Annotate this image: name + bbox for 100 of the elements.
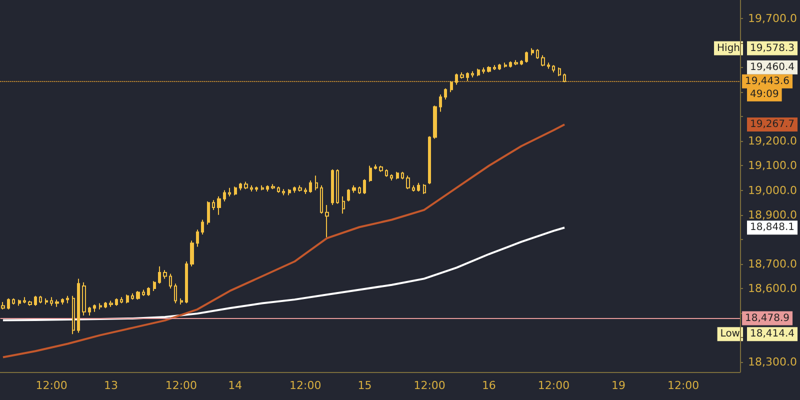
candlestick bbox=[180, 298, 183, 305]
candlestick bbox=[55, 299, 59, 308]
y-tick-label: 18,300.0 bbox=[748, 356, 797, 369]
text: 19,578.3 bbox=[750, 42, 795, 54]
candlestick bbox=[423, 184, 426, 194]
candlestick bbox=[563, 73, 566, 83]
candlestick bbox=[433, 105, 437, 140]
candlestick bbox=[304, 187, 307, 194]
annotation: Low bbox=[720, 328, 740, 340]
candlestick bbox=[147, 286, 150, 296]
candlestick bbox=[466, 72, 469, 82]
candlestick bbox=[482, 67, 485, 74]
candlestick bbox=[450, 80, 453, 93]
candlestick bbox=[525, 51, 528, 64]
candlestick bbox=[487, 66, 491, 73]
candlestick bbox=[45, 298, 48, 305]
candlestick bbox=[520, 60, 523, 66]
candlestick bbox=[288, 188, 291, 196]
candlestick bbox=[493, 64, 496, 70]
candlestick bbox=[207, 200, 210, 226]
x-tick-label: 19 bbox=[612, 379, 626, 392]
x-tick-label: 14 bbox=[228, 379, 242, 392]
candlestick bbox=[309, 180, 312, 194]
candlestick bbox=[444, 88, 447, 100]
y-tick-label: 18,700.0 bbox=[748, 257, 797, 270]
candlestick bbox=[504, 62, 507, 68]
candlestick bbox=[261, 184, 264, 191]
candlestick bbox=[536, 48, 539, 60]
candlestick bbox=[131, 292, 134, 300]
y-tick-label: 19,100.0 bbox=[748, 159, 797, 172]
y-tick-label: 18,600.0 bbox=[748, 282, 797, 296]
candlestick bbox=[109, 300, 113, 308]
candlestick bbox=[325, 204, 329, 238]
candlestick bbox=[217, 196, 221, 216]
candlestick bbox=[298, 184, 302, 192]
candlestick bbox=[401, 171, 404, 180]
candlestick bbox=[93, 304, 96, 312]
candlestick bbox=[201, 219, 204, 235]
candlestick bbox=[347, 188, 350, 202]
candlestick bbox=[234, 186, 237, 196]
candlestick bbox=[390, 174, 393, 181]
candlestick bbox=[293, 186, 296, 194]
candlestick bbox=[77, 278, 80, 334]
line-series bbox=[2, 123, 566, 358]
x-tick-label: 12:00 bbox=[667, 379, 700, 392]
candlestick bbox=[82, 282, 86, 316]
candlestick bbox=[336, 168, 339, 204]
candlestick bbox=[196, 229, 199, 248]
candlestick bbox=[18, 299, 21, 306]
candlestick bbox=[163, 270, 167, 280]
candlestick bbox=[552, 64, 555, 73]
annotation: High bbox=[717, 42, 740, 54]
candlestick bbox=[39, 295, 42, 304]
y-tick-label: 19,700.0 bbox=[748, 12, 797, 25]
candlestick bbox=[7, 298, 10, 310]
candlestick bbox=[142, 289, 145, 296]
candlestick bbox=[244, 181, 248, 190]
candlestick bbox=[271, 184, 275, 190]
text: 18,414.4 bbox=[750, 328, 795, 340]
candlestick bbox=[396, 171, 399, 180]
candlestick bbox=[531, 48, 534, 56]
ref-line-label: 18,478.9 bbox=[745, 312, 790, 324]
candlestick bbox=[509, 60, 512, 68]
candlestick bbox=[12, 298, 15, 305]
x-tick-label: 15 bbox=[358, 379, 372, 392]
y-tick-label: 19,200.0 bbox=[748, 134, 797, 148]
x-tick-label: 12:00 bbox=[165, 379, 198, 392]
candlestick bbox=[266, 184, 269, 192]
line-series bbox=[2, 226, 566, 322]
candlestick bbox=[379, 165, 383, 172]
candlestick bbox=[99, 302, 102, 310]
candlestick bbox=[428, 136, 431, 185]
candlestick bbox=[185, 261, 188, 304]
candlestick bbox=[417, 182, 420, 192]
candlestick bbox=[320, 184, 323, 214]
candlestick bbox=[239, 182, 242, 191]
candlestick bbox=[342, 196, 345, 214]
candlestick bbox=[120, 296, 123, 304]
candlestick bbox=[1, 302, 5, 310]
candlestick bbox=[34, 295, 37, 306]
candlestick bbox=[174, 283, 177, 304]
text: 19,460.4 bbox=[750, 62, 795, 73]
candlestick bbox=[315, 175, 318, 191]
candlestick bbox=[358, 186, 361, 194]
y-tick-label: 19,000.0 bbox=[748, 184, 797, 197]
candlestick bbox=[228, 187, 231, 197]
text: 18,848.1 bbox=[750, 222, 795, 234]
candlestick bbox=[223, 190, 226, 202]
x-tick-label: 12:00 bbox=[290, 379, 322, 392]
candlestick bbox=[498, 63, 501, 70]
candlestick bbox=[477, 68, 480, 77]
candlestick bbox=[255, 186, 258, 192]
candlestick bbox=[412, 184, 415, 192]
candlestick bbox=[352, 184, 356, 194]
candlestick bbox=[61, 298, 64, 305]
candlestick bbox=[439, 94, 442, 112]
ref-line-label: 19,443.6 bbox=[745, 76, 790, 87]
candlestick bbox=[374, 164, 377, 170]
x-tick-label: 13 bbox=[104, 379, 118, 392]
candlestick bbox=[282, 188, 285, 196]
